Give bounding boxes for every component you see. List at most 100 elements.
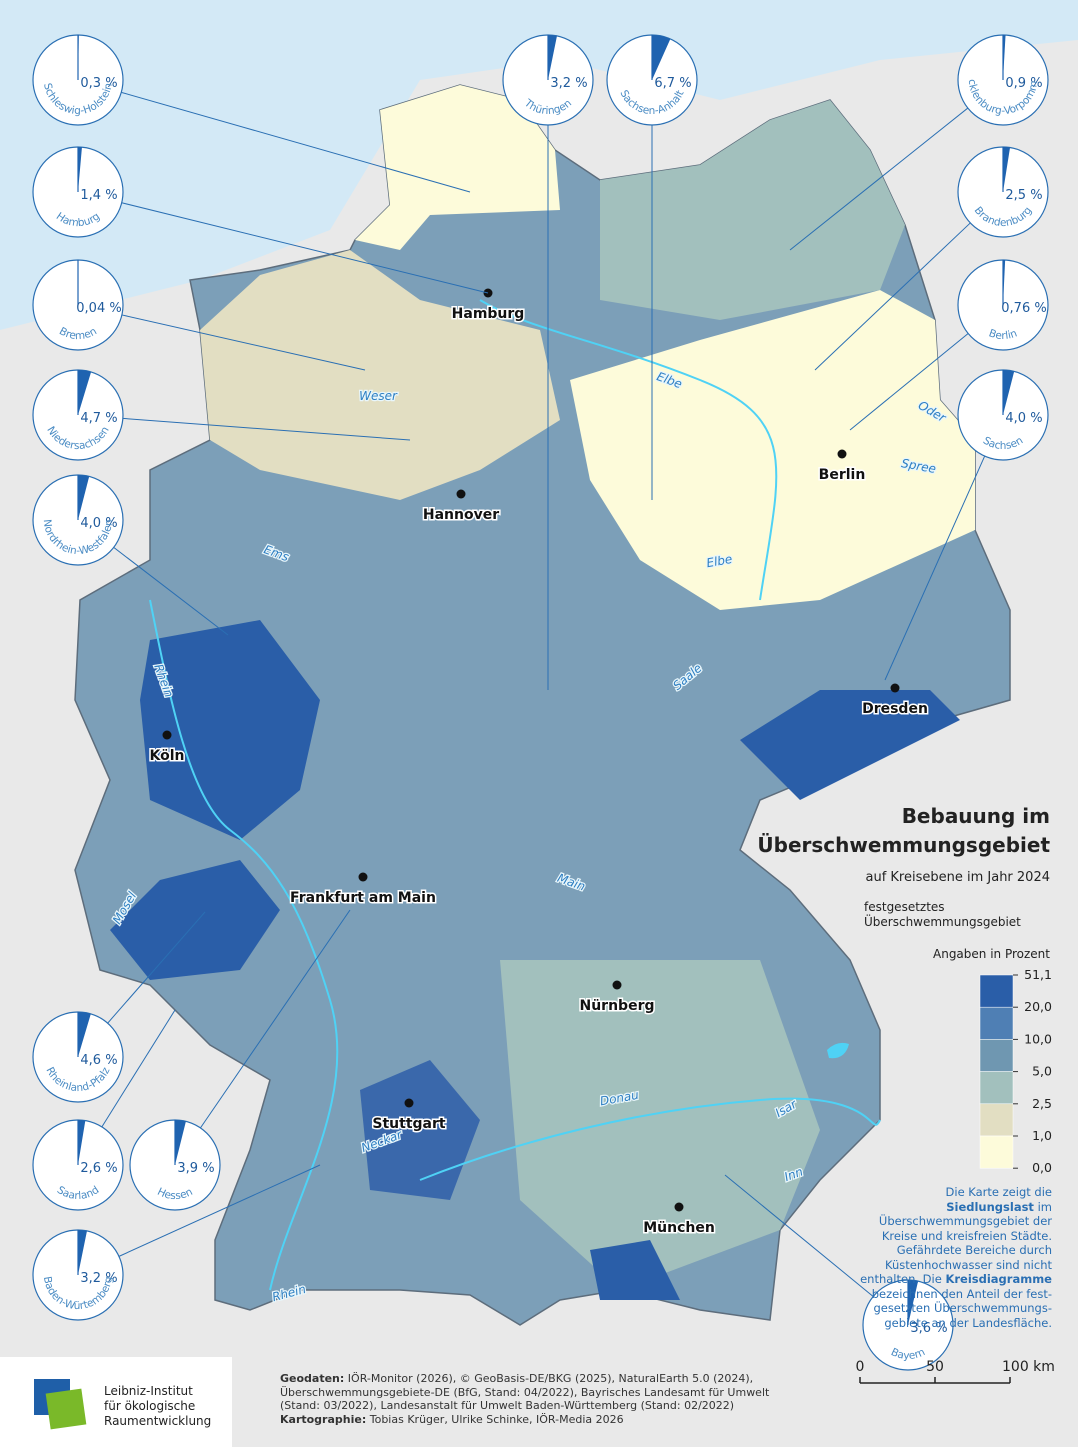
region [590, 1240, 680, 1300]
pie-state-text: Sachsen [981, 435, 1025, 452]
river [479, 299, 778, 601]
pie-wedge [1003, 147, 1011, 192]
text-segment: Siedlungslast [946, 1199, 1034, 1214]
pie-wedge [175, 1120, 186, 1165]
leader-line [122, 417, 411, 441]
leader-line [121, 202, 489, 294]
pie-wedge [78, 147, 82, 192]
leader-line [113, 546, 229, 636]
pie-state-label: Saarland [55, 1184, 102, 1202]
region [740, 690, 960, 800]
city-label: Dresden [862, 701, 928, 717]
flood-legend-label: Überschwemmungsgebiet [864, 913, 1021, 929]
river-label: Elbe [705, 552, 733, 570]
pie-wedge [1003, 35, 1006, 80]
city-label: München [643, 1220, 715, 1236]
legend-caption: Angaben in Prozent [933, 947, 1050, 961]
pie-state-label: Bayern [889, 1346, 927, 1362]
pie-value-label: 0,9 % [1005, 76, 1042, 91]
logo-line: Leibniz-Institut [104, 1384, 193, 1398]
city-dot [612, 980, 622, 990]
region [140, 620, 320, 840]
city-dot [837, 449, 847, 459]
city-dot [890, 683, 900, 693]
pie-state-text: Bayern [889, 1346, 927, 1362]
leader-line [814, 222, 971, 371]
title: Überschwemmungsgebiet [757, 833, 1050, 857]
pie-state-label: Bremen [57, 325, 99, 342]
pie-state-label: Hamburg [54, 210, 102, 229]
text-segment: Kreisdiagramme [945, 1272, 1052, 1286]
pie-wedge [652, 35, 671, 80]
region [500, 960, 820, 1290]
pie-value-label: 3,2 % [550, 76, 587, 91]
pie-state-label: Sachsen [981, 435, 1025, 452]
pie-value-label: 3,9 % [177, 1161, 214, 1176]
flood-legend-label: festgesetztes [864, 900, 945, 914]
city-label: Köln [150, 748, 185, 764]
city-label: Hannover [423, 507, 499, 523]
logo-mark [34, 1379, 87, 1430]
pie-value-label: 4,0 % [80, 516, 117, 531]
text-segment: Geodaten: [280, 1372, 345, 1385]
city-dot [358, 872, 368, 882]
text-segment: bezeichnen den Anteil der fest­gesetzten… [871, 1286, 1052, 1330]
leader-line [849, 333, 969, 431]
pie-wedge [908, 1280, 919, 1325]
legend-class [979, 1039, 1014, 1072]
logo-line: Raumentwicklung [104, 1414, 212, 1428]
city-label: Frankfurt am Main [290, 890, 436, 906]
river-label: Donau [599, 1088, 640, 1109]
pie-value-label: 4,7 % [80, 411, 117, 426]
legend-tick-label: 2,5 [1032, 1096, 1052, 1111]
text-segment: IÖR-Monitor (2026), © GeoBasis-DE/BKG (2… [280, 1372, 770, 1412]
pie-value-label: 6,7 % [654, 76, 691, 91]
pie-value-label: 0,3 % [80, 76, 117, 91]
pie-state-text: Hamburg [54, 210, 102, 229]
leader-line [121, 314, 366, 371]
pie-value-label: 0,04 % [76, 301, 121, 316]
logo [0, 1357, 232, 1447]
leader-line [107, 911, 206, 1024]
pie-value-label: 1,4 % [80, 188, 117, 203]
region [600, 100, 905, 320]
pie-wedge [1003, 260, 1006, 305]
leader-line [200, 909, 351, 1129]
legend-class [979, 1135, 1014, 1169]
note: Die Karte zeigt die Siedlungslast im Übe… [858, 1185, 1052, 1330]
legend-tick-label: 5,0 [1032, 1064, 1052, 1079]
legend-class [979, 1071, 1014, 1105]
leader-line [789, 107, 969, 251]
leader-line [121, 91, 471, 193]
pie-state-text: Hessen [155, 1186, 194, 1202]
logo-line: für ökologische [104, 1399, 196, 1413]
legend-tick-label: 51,1 [1024, 967, 1052, 982]
city-label: Berlin [819, 467, 866, 483]
leader-line [118, 1164, 321, 1257]
flood-legend-symbol [827, 1042, 849, 1059]
river [419, 1097, 881, 1181]
city-dot [404, 1098, 414, 1108]
subtitle: auf Kreisebene im Jahr 2024 [865, 870, 1050, 885]
pie-wedge [78, 1230, 87, 1275]
river-label: Weser [359, 389, 398, 403]
city-label: Nürnberg [580, 998, 655, 1014]
legend-class [979, 1103, 1014, 1137]
pie-value-label: 4,6 % [80, 1053, 117, 1068]
legend-tick-label: 1,0 [1032, 1128, 1052, 1143]
scale-label: 100 km [1002, 1359, 1055, 1375]
pie-state-text: Saarland [55, 1184, 102, 1202]
pie-value-label: 2,6 % [80, 1161, 117, 1176]
pie-wedge [78, 370, 92, 415]
river-label: Inn [782, 1164, 804, 1184]
text-segment: Die Karte zeigt die [945, 1185, 1052, 1199]
pie-state-label: Berlin [987, 327, 1019, 342]
region [110, 860, 280, 980]
city-label: Hamburg [452, 306, 525, 322]
pie-value-label: 2,5 % [1005, 188, 1042, 203]
pie-state-label: Hessen [155, 1186, 194, 1202]
text-segment: Tobias Krüger, Ulrike Schinke, IÖR-Media… [366, 1412, 624, 1426]
pie-wedge [1003, 370, 1015, 415]
